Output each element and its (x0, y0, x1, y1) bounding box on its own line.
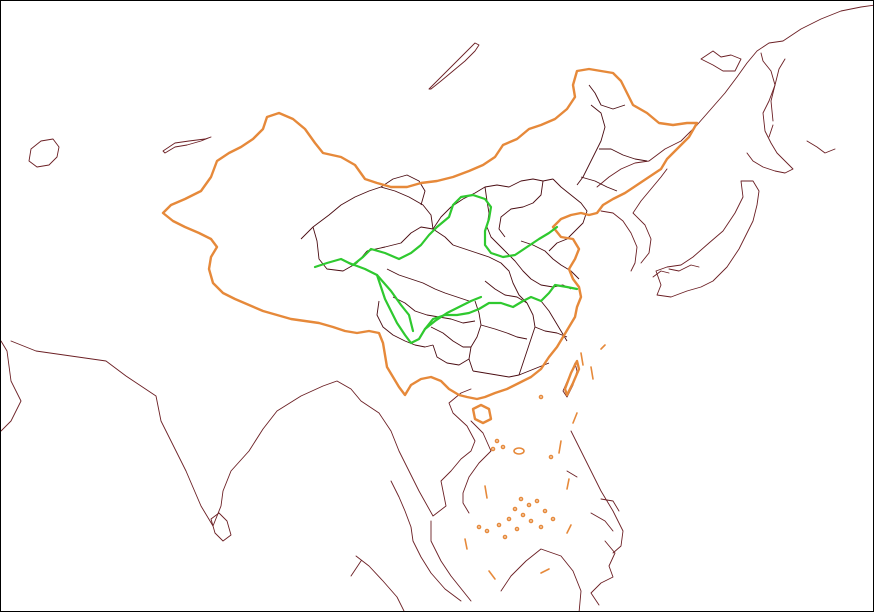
coastline-layer (1, 4, 873, 611)
nine-dash-line-2 (464, 538, 468, 550)
island-dot-2 (500, 444, 506, 450)
province-border-23 (599, 148, 648, 162)
nine-dash-line-10 (590, 366, 594, 380)
province-border-20 (472, 362, 550, 378)
russia-far-east-coast (596, 4, 873, 188)
province-border-14 (518, 302, 536, 376)
korea-coast (600, 168, 668, 272)
island-dot-5 (548, 454, 554, 460)
island-dot-19 (502, 534, 508, 540)
nine-dash-line-9 (580, 352, 584, 366)
province-border-18 (540, 300, 568, 342)
borneo-coast (500, 548, 582, 611)
nine-dash-line-6 (566, 478, 570, 490)
island-dot-7 (526, 502, 532, 508)
sakhalin-coast (768, 58, 786, 138)
province-border-11 (386, 268, 470, 302)
national-border-layer (161, 67, 699, 425)
island-dot-4 (538, 394, 544, 400)
island-dot-15 (484, 528, 490, 534)
province-border-25 (588, 84, 626, 110)
island-dot-18 (550, 516, 556, 522)
sri-lanka-coast (210, 512, 232, 542)
province-border-10 (452, 244, 528, 304)
south-sea-islands-layer (464, 344, 606, 580)
province-border-9 (504, 250, 572, 290)
island-dot-16 (514, 526, 520, 532)
province-border-4 (432, 178, 554, 230)
paracel-islands (513, 447, 525, 455)
hainan-island (471, 403, 493, 425)
malay-peninsula-coast (350, 555, 405, 611)
province-border-21 (376, 300, 434, 348)
japan-hokkaido-coast (746, 52, 794, 174)
island-dot-9 (534, 498, 540, 504)
island-dot-20 (476, 524, 482, 530)
island-dot-3 (490, 446, 496, 452)
island-dot-8 (512, 506, 518, 512)
province-border-15 (430, 326, 471, 348)
island-dot-11 (506, 516, 512, 522)
yellow-river (313, 193, 559, 269)
island-dot-13 (542, 508, 548, 514)
province-border-26 (380, 174, 426, 206)
province-borders-layer (300, 84, 648, 378)
japan-honshu-coast (655, 180, 760, 298)
baikal-lake (428, 42, 480, 90)
nine-dash-line-11 (600, 344, 606, 350)
kamchatka-coast (700, 50, 836, 154)
japan-kyushu-coast (652, 264, 700, 278)
province-border-27 (484, 280, 528, 304)
balkhash-lake (162, 136, 212, 154)
nine-dash-line-8 (572, 412, 578, 424)
indochina-coast (390, 420, 492, 602)
yangtze-river (347, 261, 579, 345)
island-dot-6 (518, 496, 524, 502)
nine-dash-line-3 (488, 570, 496, 580)
province-border-19 (534, 326, 568, 338)
province-border-16 (432, 344, 470, 366)
island-dot-17 (538, 524, 544, 530)
nine-dash-line-7 (558, 440, 562, 454)
province-border-6 (498, 180, 544, 238)
nine-dash-line-5 (566, 524, 572, 534)
nine-dash-line-1 (484, 485, 488, 499)
yangtze-upper-branch (375, 273, 415, 333)
province-border-22 (576, 104, 606, 186)
province-border-7 (548, 178, 588, 252)
island-dot-14 (496, 522, 502, 528)
northeast-asia-coast (1, 340, 476, 527)
province-border-17 (480, 324, 528, 340)
nine-dash-line-4 (540, 568, 550, 574)
province-border-12 (392, 296, 476, 324)
province-border-1 (300, 186, 434, 240)
taiwan-island (563, 359, 581, 397)
island-dot-1 (494, 438, 500, 444)
province-border-24 (580, 176, 618, 192)
island-dot-12 (528, 518, 534, 524)
rivers-layer (313, 193, 579, 345)
philippines-coast (566, 430, 624, 606)
aral-lake (28, 138, 60, 168)
jialing-tributary (423, 295, 483, 331)
province-border-3 (366, 226, 454, 252)
island-dot-10 (520, 512, 526, 518)
national-border (161, 67, 699, 401)
